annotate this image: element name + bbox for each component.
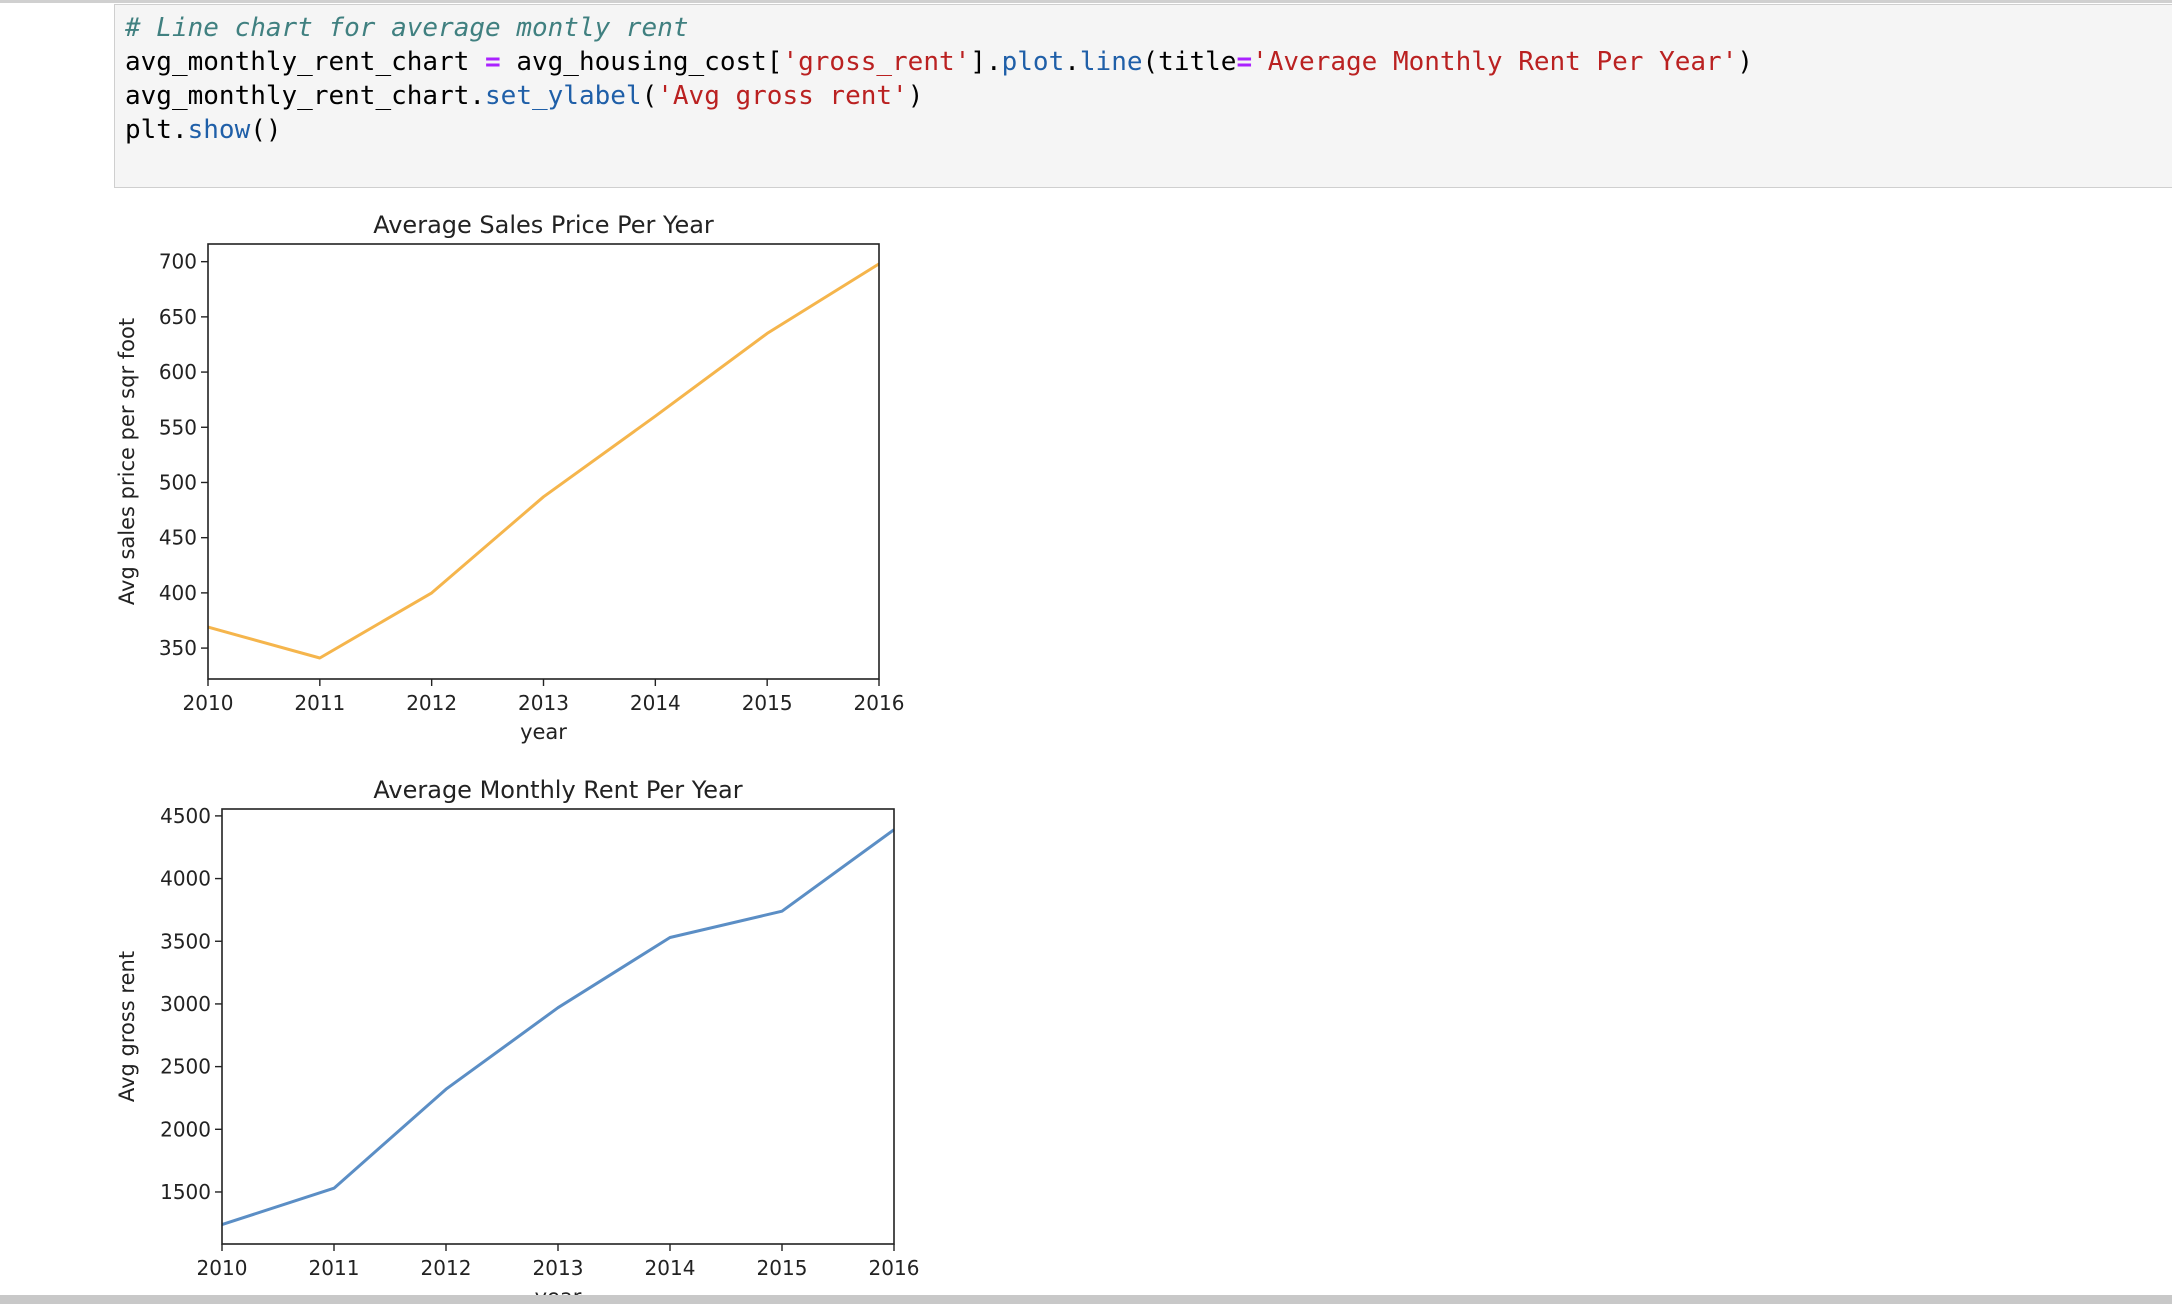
chart-title: Average Monthly Rent Per Year <box>373 776 742 804</box>
y-axis-label: Avg sales price per sqr foot <box>115 318 139 605</box>
x-axis-label: year <box>535 1285 582 1295</box>
x-tick-label: 2015 <box>742 691 793 715</box>
y-tick-label: 3000 <box>160 992 211 1016</box>
x-tick-label: 2013 <box>533 1256 584 1280</box>
y-tick-label: 4000 <box>160 867 211 891</box>
chart-1: Average Sales Price Per Year 350 400 450 500… <box>115 211 904 744</box>
y-tick-label: 4500 <box>160 804 211 828</box>
x-tick-label: 2010 <box>183 691 234 715</box>
code-line-4: plt.show() <box>125 115 282 145</box>
y-tick-label: 2500 <box>160 1055 211 1079</box>
output-figures: Average Sales Price Per Year 350 400 450 500… <box>115 211 919 1295</box>
y-tick-label: 450 <box>159 526 197 550</box>
x-axis-label: year <box>520 720 567 744</box>
y-tick-label: 2000 <box>160 1117 211 1141</box>
y-axis-label: Avg gross rent <box>115 951 139 1102</box>
y-tick-label: 700 <box>159 250 197 274</box>
x-tick-label: 2011 <box>309 1256 360 1280</box>
code-comment: # Line chart for average montly rent <box>125 13 689 43</box>
y-tick-label: 400 <box>159 581 197 605</box>
y-tick-label: 600 <box>159 360 197 384</box>
x-tick-label: 2015 <box>757 1256 808 1280</box>
x-tick-label: 2010 <box>197 1256 248 1280</box>
x-tick-label: 2012 <box>421 1256 472 1280</box>
cell-separator <box>0 0 2172 3</box>
y-tick-label: 500 <box>159 470 197 494</box>
y-tick-label: 550 <box>159 415 197 439</box>
y-tick-label: 3500 <box>160 929 211 953</box>
x-tick-label: 2016 <box>869 1256 920 1280</box>
horizontal-scrollbar[interactable] <box>0 1295 2172 1304</box>
y-tick-label: 1500 <box>160 1180 211 1204</box>
x-tick-label: 2011 <box>294 691 345 715</box>
chart-title: Average Sales Price Per Year <box>373 211 714 239</box>
plot-frame <box>207 243 880 680</box>
x-tick-label: 2012 <box>406 691 457 715</box>
x-tick-label: 2016 <box>854 691 905 715</box>
cell-output: Average Sales Price Per Year 350 400 450 500… <box>114 200 2172 1295</box>
series-line <box>207 262 880 660</box>
x-tick-label: 2014 <box>630 691 681 715</box>
x-tick-label: 2014 <box>645 1256 696 1280</box>
y-tick-label: 350 <box>159 636 197 660</box>
plot-frame <box>221 808 895 1245</box>
y-tick-label: 650 <box>159 305 197 329</box>
code-line-2: avg_monthly_rent_chart = avg_housing_cos… <box>125 47 1754 77</box>
code-cell[interactable]: # Line chart for average montly rent avg… <box>114 4 2172 188</box>
series-line <box>221 828 895 1227</box>
x-tick-label: 2013 <box>518 691 569 715</box>
code-editor[interactable]: # Line chart for average montly rent avg… <box>125 11 1753 147</box>
chart-2: Average Monthly Rent Per Year 1500 2000 250… <box>115 776 919 1295</box>
code-line-3: avg_monthly_rent_chart.set_ylabel('Avg g… <box>125 81 924 111</box>
